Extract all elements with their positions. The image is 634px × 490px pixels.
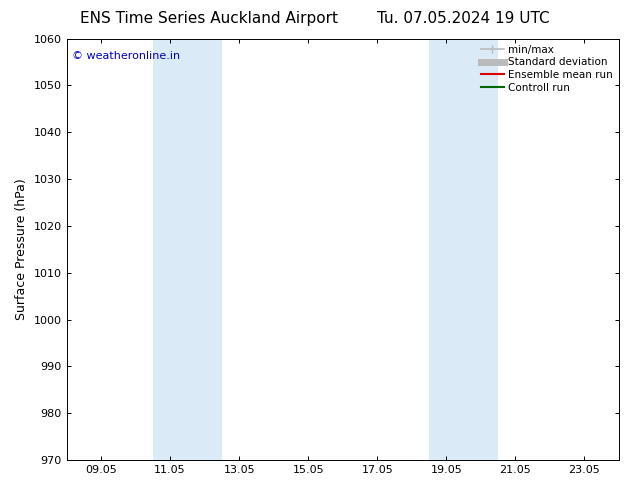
Text: Tu. 07.05.2024 19 UTC: Tu. 07.05.2024 19 UTC [377,11,549,26]
Y-axis label: Surface Pressure (hPa): Surface Pressure (hPa) [15,178,28,320]
Text: ENS Time Series Auckland Airport: ENS Time Series Auckland Airport [81,11,338,26]
Text: © weatheronline.in: © weatheronline.in [72,51,180,61]
Bar [153,39,222,460]
Bar [429,39,498,460]
Legend: min/max, Standard deviation, Ensemble mean run, Controll run: min/max, Standard deviation, Ensemble me… [477,41,617,97]
